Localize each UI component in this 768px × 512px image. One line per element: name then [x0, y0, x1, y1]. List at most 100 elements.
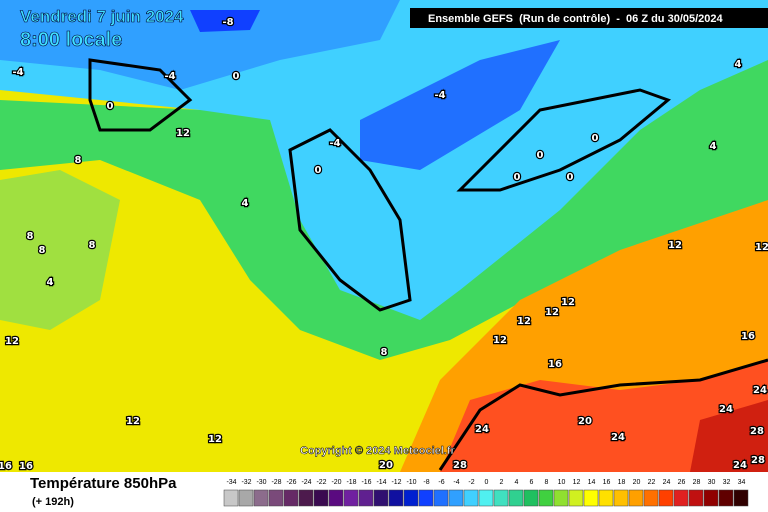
- scale-swatch: [553, 489, 569, 507]
- scale-swatch: [598, 489, 614, 507]
- scale-label: 34: [738, 479, 746, 486]
- run-info: Ensemble GEFS (Run de contrôle) - 06 Z d…: [428, 13, 724, 25]
- scale-label: 12: [573, 479, 581, 486]
- scale-label: -2: [468, 479, 474, 486]
- scale-swatch: [733, 489, 749, 507]
- date: Vendredi 7 juin 2024: [20, 7, 184, 26]
- scale-swatch: [493, 489, 509, 507]
- contour-label: 24: [719, 404, 733, 415]
- contour-label: 12: [517, 316, 531, 327]
- red-region: [440, 360, 768, 472]
- blue-region: [0, 0, 400, 90]
- scale-label: -8: [423, 479, 429, 486]
- contour-label: -4: [164, 71, 175, 82]
- scale-swatch: [508, 489, 524, 507]
- scale-swatch: [298, 489, 314, 507]
- contour-label: 12: [208, 434, 222, 445]
- lead-time: (+ 192h): [32, 496, 74, 508]
- scale-label: 8: [545, 479, 549, 486]
- contour-label: 12: [755, 242, 768, 253]
- scale-label: 4: [515, 479, 519, 486]
- contour-label: 8: [75, 155, 82, 166]
- scale-label: -26: [286, 479, 296, 486]
- scale-label: 0: [485, 479, 489, 486]
- scale-swatch: [223, 489, 239, 507]
- scale-swatch: [538, 489, 554, 507]
- twenty-isotherm: [438, 358, 768, 471]
- contour-label: 16: [548, 359, 562, 370]
- contour-label: 12: [668, 240, 682, 251]
- scale-label: -28: [271, 479, 281, 486]
- scale-label: -12: [391, 479, 401, 486]
- scale-swatch: [343, 489, 359, 507]
- scale-swatch: [688, 489, 704, 507]
- scale-label: 10: [558, 479, 566, 486]
- scale-label: -30: [256, 479, 266, 486]
- contour-label: 4: [242, 198, 249, 209]
- scale-swatch: [283, 489, 299, 507]
- contour-label: 28: [751, 455, 765, 466]
- scale-label: 26: [678, 479, 686, 486]
- contour-label: -4: [12, 67, 23, 78]
- scale-swatch: [523, 489, 539, 507]
- scale-label: 14: [588, 479, 596, 486]
- contour-label: 20: [578, 416, 592, 427]
- scale-swatch: [238, 489, 254, 507]
- scale-swatch: [718, 489, 734, 507]
- scale-swatch: [658, 489, 674, 507]
- contour-label: 0: [315, 165, 322, 176]
- zero-isotherm: [88, 58, 671, 312]
- contour-label: 12: [561, 297, 575, 308]
- contour-label: 8: [27, 231, 34, 242]
- scale-label: -4: [453, 479, 459, 486]
- contour-label: 4: [735, 59, 742, 70]
- run-banner: [410, 8, 768, 28]
- scale-label: 2: [500, 479, 504, 486]
- scale-label: 22: [648, 479, 656, 486]
- scale-swatch: [478, 489, 494, 507]
- scale-label: 6: [530, 479, 534, 486]
- scale-swatch: [373, 489, 389, 507]
- scale-label: 18: [618, 479, 626, 486]
- scale-label: 32: [723, 479, 731, 486]
- scale-label: -18: [346, 479, 356, 486]
- contour-label: 8: [89, 240, 96, 251]
- scale-swatch: [253, 489, 269, 507]
- contour-label: 12: [493, 335, 507, 346]
- scale-swatch: [388, 489, 404, 507]
- contour-label: -8: [222, 17, 233, 28]
- scale-label: -34: [226, 479, 236, 486]
- scale-label: -6: [438, 479, 444, 486]
- contour-label: 8: [381, 347, 388, 358]
- scale-label: -10: [406, 479, 416, 486]
- contour-label: 16: [19, 461, 33, 472]
- scale-label: 28: [693, 479, 701, 486]
- scale-swatch: [463, 489, 479, 507]
- contour-label: 24: [475, 424, 489, 435]
- dark-red-region: [690, 400, 768, 472]
- contour-label: 12: [545, 307, 559, 318]
- contour-label: 28: [453, 460, 467, 471]
- contour-label: 12: [176, 128, 190, 139]
- scale-label: 30: [708, 479, 716, 486]
- scale-swatch: [583, 489, 599, 507]
- scale-swatch: [568, 489, 584, 507]
- contour-label: 16: [0, 461, 12, 472]
- copyright: Copyright © 2024 Meteociel.fr: [300, 445, 456, 457]
- contour-label: 4: [47, 277, 54, 288]
- blue-region: [360, 40, 560, 170]
- local-time: 8:00 locale: [20, 29, 122, 51]
- contour-label: 0: [537, 150, 544, 161]
- light-green-region: [0, 170, 120, 330]
- scale-swatch: [418, 489, 434, 507]
- deep-blue-region: [190, 10, 260, 32]
- contour-label: 0: [107, 101, 114, 112]
- scale-swatch: [643, 489, 659, 507]
- contour-label: 20: [379, 460, 393, 471]
- scale-label: -14: [376, 479, 386, 486]
- contour-label: 0: [592, 133, 599, 144]
- contour-label: 24: [611, 432, 625, 443]
- scale-label: -32: [241, 479, 251, 486]
- scale-swatch: [628, 489, 644, 507]
